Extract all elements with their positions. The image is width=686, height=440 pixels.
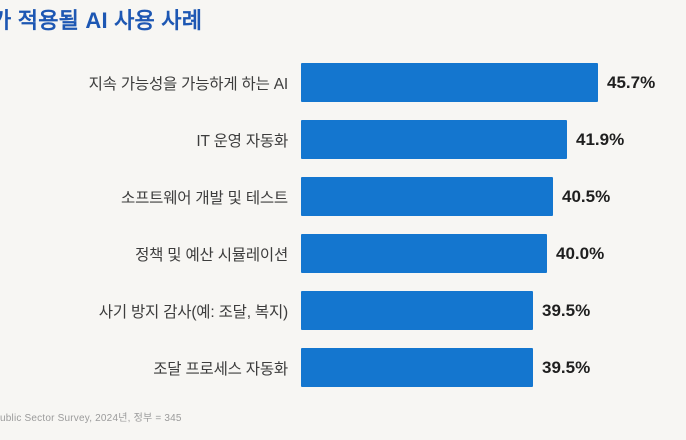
- bar: [301, 234, 547, 273]
- bar-track: 41.9%: [301, 120, 686, 159]
- chart-row: 정책 및 예산 시뮬레이션 40.0%: [0, 225, 686, 282]
- page-title: 가 적용될 AI 사용 사례: [0, 3, 202, 35]
- chart-row: IT 운영 자동화 41.9%: [0, 111, 686, 168]
- category-label: IT 운영 자동화: [196, 132, 288, 150]
- category-label: 소프트웨어 개발 및 테스트: [121, 189, 288, 207]
- bar-track: 40.5%: [301, 177, 686, 216]
- category-label: 조달 프로세스 자동화: [153, 360, 288, 378]
- value-label: 41.9%: [576, 129, 625, 149]
- value-label: 40.0%: [556, 243, 605, 263]
- bar-track: 40.0%: [301, 234, 686, 273]
- value-label: 45.7%: [607, 72, 656, 92]
- value-label: 39.5%: [542, 357, 591, 377]
- value-label: 39.5%: [542, 300, 591, 320]
- bar: [301, 63, 598, 102]
- bar: [301, 177, 553, 216]
- chart-row: 사기 방지 감사(예: 조달, 복지) 39.5%: [0, 282, 686, 339]
- value-label: 40.5%: [562, 186, 611, 206]
- page-title-clipped-prefix: 가: [0, 8, 12, 33]
- category-label: 정책 및 예산 시뮬레이션: [135, 246, 288, 264]
- bar: [301, 348, 533, 387]
- source-note: ublic Sector Survey, 2024년, 정부 = 345: [0, 413, 182, 424]
- bar-track: 45.7%: [301, 63, 686, 102]
- chart-row: 조달 프로세스 자동화 39.5%: [0, 339, 686, 396]
- bar: [301, 120, 567, 159]
- bar: [301, 291, 533, 330]
- bar-chart: 지속 가능성을 가능하게 하는 AI 45.7% IT 운영 자동화 41.9%…: [0, 54, 686, 396]
- chart-row: 소프트웨어 개발 및 테스트 40.5%: [0, 168, 686, 225]
- chart-row: 지속 가능성을 가능하게 하는 AI 45.7%: [0, 54, 686, 111]
- bar-track: 39.5%: [301, 348, 686, 387]
- bar-track: 39.5%: [301, 291, 686, 330]
- category-label: 사기 방지 감사(예: 조달, 복지): [98, 303, 288, 321]
- category-label: 지속 가능성을 가능하게 하는 AI: [88, 75, 289, 93]
- page-title-text: 적용될 AI 사용 사례: [11, 8, 203, 33]
